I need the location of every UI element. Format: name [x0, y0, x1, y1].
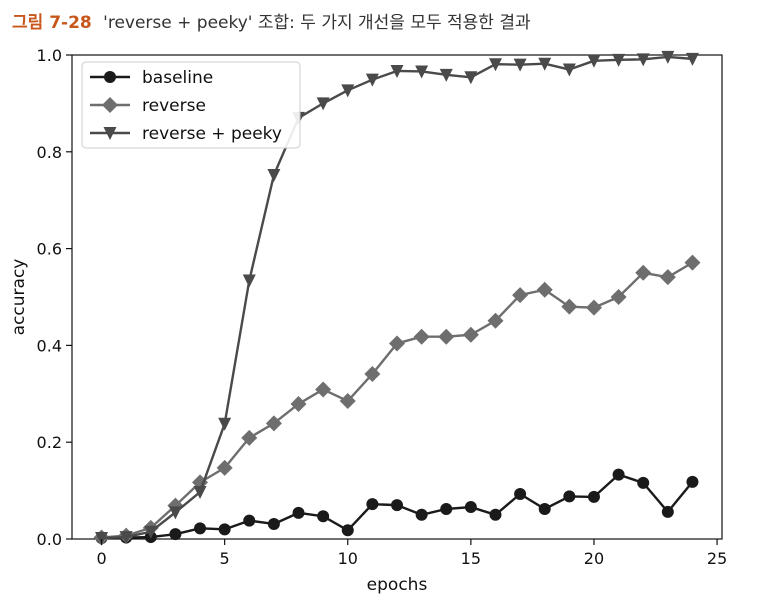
data-point: [267, 169, 281, 183]
data-point: [587, 490, 600, 503]
data-point: [290, 395, 307, 412]
data-point: [390, 64, 404, 78]
data-point: [462, 326, 479, 343]
data-point: [563, 490, 576, 503]
y-tick-label: 0.2: [37, 433, 62, 452]
x-tick-label: 10: [338, 549, 358, 568]
data-point: [685, 52, 699, 66]
data-point: [168, 506, 182, 520]
series-layer: [93, 50, 701, 546]
y-tick-label: 0.0: [37, 530, 62, 549]
data-point: [488, 58, 502, 72]
legend-marker: [104, 71, 116, 83]
data-point: [193, 486, 207, 500]
data-point: [585, 299, 602, 316]
x-tick-label: 5: [220, 549, 230, 568]
data-point: [415, 508, 428, 521]
data-point: [364, 365, 381, 382]
data-point: [489, 508, 502, 521]
data-point: [439, 68, 453, 82]
legend-label: reverse + peeky: [142, 124, 282, 144]
data-point: [464, 501, 477, 514]
data-point: [243, 514, 256, 527]
data-point: [366, 498, 379, 511]
data-point: [561, 298, 578, 315]
data-point: [339, 393, 356, 410]
data-point: [194, 522, 207, 535]
data-point: [119, 531, 133, 545]
y-tick-label: 0.8: [37, 143, 62, 162]
data-point: [512, 287, 529, 304]
data-point: [514, 487, 527, 500]
data-point: [144, 525, 158, 539]
legend-marker: [103, 127, 117, 140]
legend-label: reverse: [142, 96, 206, 116]
data-point: [267, 517, 280, 530]
data-point: [536, 281, 553, 298]
y-axis-title: accuracy: [9, 259, 29, 336]
data-point: [218, 417, 232, 431]
x-tick-label: 0: [96, 549, 106, 568]
y-tick-label: 1.0: [37, 46, 62, 65]
data-point: [216, 459, 233, 476]
data-point: [612, 53, 626, 67]
data-point: [636, 53, 650, 67]
data-point: [265, 415, 282, 432]
data-point: [538, 502, 551, 515]
data-point: [95, 532, 109, 546]
y-tick-label: 0.6: [37, 240, 62, 259]
data-point: [464, 71, 478, 85]
data-point: [315, 381, 332, 398]
data-point: [242, 274, 256, 288]
y-tick-label: 0.4: [37, 336, 62, 355]
data-point: [391, 499, 403, 512]
data-point: [587, 54, 601, 68]
x-tick-label: 25: [707, 549, 727, 568]
data-point: [316, 97, 330, 111]
data-point: [659, 269, 676, 286]
x-tick-label: 15: [461, 549, 481, 568]
data-point: [562, 63, 576, 77]
data-point: [538, 57, 552, 71]
figure-number: 그림 7-28: [12, 13, 92, 33]
series-reverse: [93, 254, 701, 546]
data-point: [513, 58, 527, 72]
data-point: [686, 475, 699, 488]
data-point: [341, 84, 355, 98]
legend-box: [81, 61, 301, 149]
data-point: [612, 468, 625, 481]
data-point: [218, 523, 231, 536]
data-point: [487, 312, 504, 329]
data-point: [661, 50, 675, 64]
data-point: [661, 505, 674, 518]
data-point: [637, 476, 650, 489]
data-point: [317, 510, 330, 523]
data-point: [413, 328, 430, 345]
x-tick-label: 20: [584, 549, 604, 568]
legend-label: baseline: [142, 68, 213, 88]
data-point: [389, 335, 405, 352]
figure-caption-text: 'reverse + peeky' 조합: 두 가지 개선을 모두 적용한 결과: [103, 13, 531, 33]
axes-layer: 0 5 10 15 20 25 0.0 0.2 0.4 0.6 0.8 1.0 epochs accura…: [9, 46, 727, 595]
x-axis-title: epochs: [367, 575, 428, 595]
data-point: [438, 328, 455, 345]
legend: baseline reverse reverse + peeky: [81, 61, 301, 149]
data-point: [241, 429, 258, 446]
legend-marker: [102, 97, 118, 113]
data-point: [440, 502, 453, 515]
data-point: [169, 528, 182, 541]
data-point: [610, 289, 627, 305]
data-point: [684, 254, 701, 271]
data-point: [365, 73, 379, 87]
data-point: [415, 65, 429, 79]
data-point: [341, 524, 354, 537]
data-point: [292, 506, 305, 519]
data-point: [635, 264, 652, 281]
figure-caption: 그림 7-28 'reverse + peeky' 조합: 두 가지 개선을 모…: [12, 8, 531, 33]
